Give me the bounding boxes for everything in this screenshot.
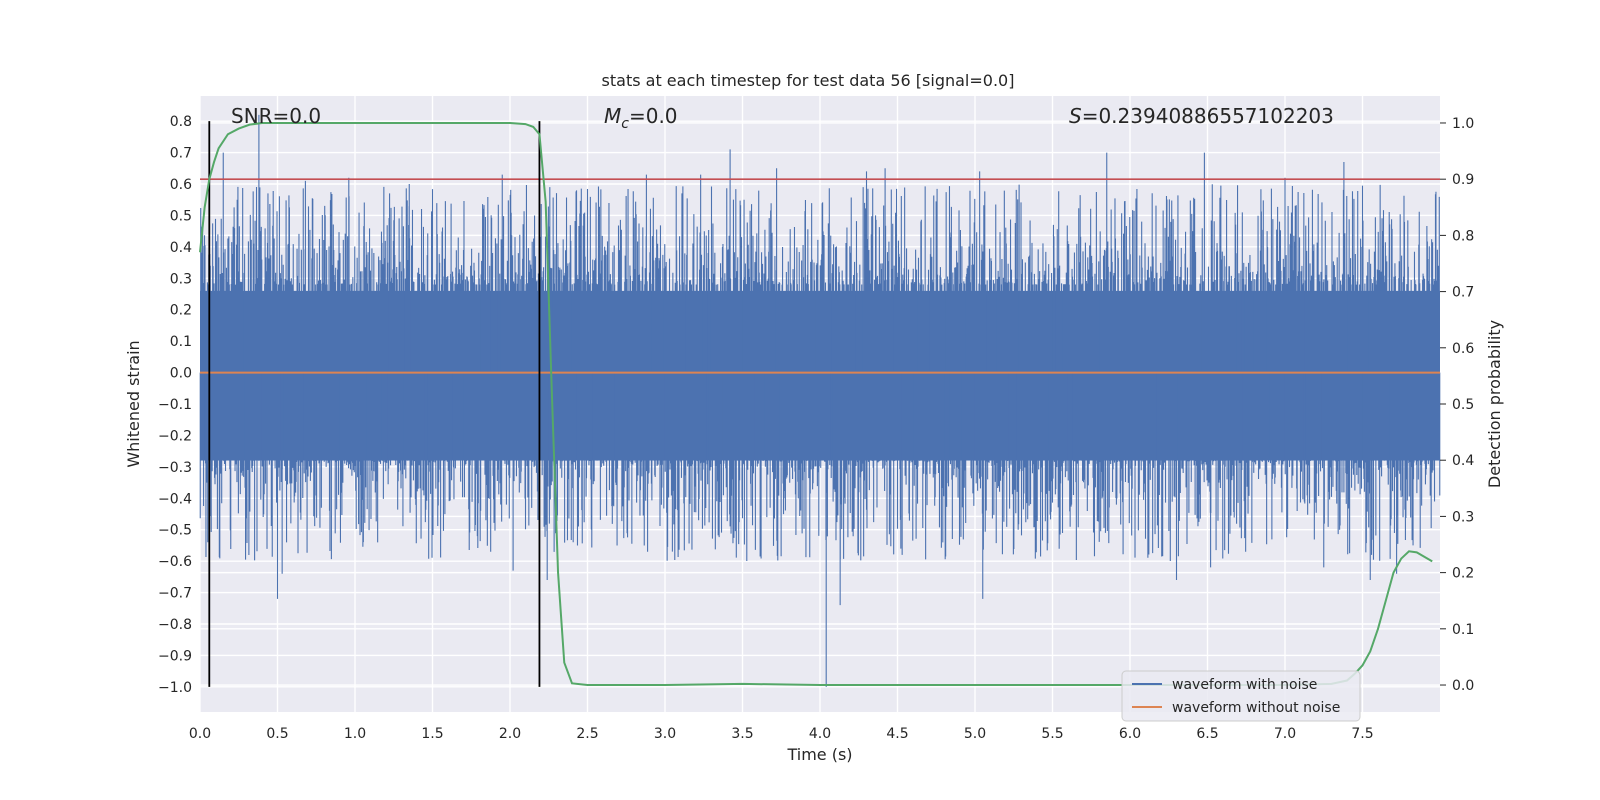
x-tick-label: 5.0	[964, 726, 986, 742]
y2-tick-label: 0.1	[1452, 622, 1474, 638]
x-tick-label: 1.5	[421, 726, 443, 742]
chart-title: stats at each timestep for test data 56 …	[602, 71, 1015, 90]
waveform-with-noise-line	[199, 114, 1441, 687]
y-tick-label: −0.8	[158, 617, 192, 633]
y-tick-label: 0.3	[170, 271, 192, 287]
y2-tick-label: 0.2	[1452, 566, 1474, 582]
x-tick-label: 5.5	[1041, 726, 1063, 742]
x-tick-label: 0.5	[266, 726, 288, 742]
y-axis-right: 1.0 0.9 0.8 0.7 0.6 0.5 0.4 0.3 0.2 0.1 0.0	[1440, 116, 1474, 694]
s-symbol: S	[1069, 104, 1082, 128]
x-tick-label: 1.0	[344, 726, 366, 742]
x-tick-label: 4.5	[886, 726, 908, 742]
snr-annotation: SNR=0.0	[231, 104, 321, 128]
overlay-lines	[199, 121, 1440, 687]
y-tick-label: −0.1	[158, 397, 192, 413]
y-tick-label: −1.0	[158, 680, 192, 696]
y-tick-label: 0.2	[170, 303, 192, 319]
x-axis-label: Time (s)	[786, 745, 852, 764]
y2-tick-label: 0.7	[1452, 285, 1474, 301]
y2-tick-label: 0.3	[1452, 509, 1474, 525]
detection-probability-line	[199, 121, 1433, 687]
y2-tick-label: 0.9	[1452, 172, 1474, 188]
x-tick-label: 7.5	[1351, 726, 1373, 742]
mc-symbol: M	[604, 104, 621, 128]
y-tick-label: 0.1	[170, 334, 192, 350]
y-tick-label: −0.7	[158, 586, 192, 602]
x-tick-label: 6.0	[1119, 726, 1141, 742]
y-tick-label: −0.2	[158, 428, 192, 444]
x-tick-label: 2.5	[576, 726, 598, 742]
y2-tick-label: 0.8	[1452, 228, 1474, 244]
x-tick-label: 7.0	[1274, 726, 1296, 742]
y2-tick-label: 0.5	[1452, 397, 1474, 413]
y-tick-label: −0.3	[158, 460, 192, 476]
x-axis: 0.0 0.5 1.0 1.5 2.0 2.5 3.0 3.5 4.0 4.5 5.0 5.5 6.0 6…	[189, 726, 1374, 742]
y-tick-label: −0.6	[158, 554, 192, 570]
x-tick-label: 6.5	[1196, 726, 1218, 742]
y-tick-label: 0.4	[170, 240, 192, 256]
noise-series	[199, 114, 1441, 687]
y-tick-label: 0.0	[170, 366, 192, 382]
y2-tick-label: 1.0	[1452, 116, 1474, 132]
x-tick-label: 4.0	[809, 726, 831, 742]
y2-tick-label: 0.4	[1452, 453, 1474, 469]
y-tick-label: −0.5	[158, 523, 192, 539]
x-tick-label: 0.0	[189, 726, 211, 742]
x-tick-label: 3.5	[731, 726, 753, 742]
s-value: =0.23940886557102203	[1082, 104, 1334, 128]
legend: waveform with noise waveform without noi…	[1121, 670, 1361, 722]
y-tick-label: 0.5	[170, 208, 192, 224]
x-tick-label: 2.0	[499, 726, 521, 742]
mc-annotation: Mc=0.0	[604, 104, 678, 132]
y-tick-label: 0.6	[170, 177, 192, 193]
y2-tick-label: 0.0	[1452, 678, 1474, 694]
y-tick-label: −0.4	[158, 491, 192, 507]
mc-subscript: c	[621, 116, 629, 132]
y-tick-label: −0.9	[158, 648, 192, 664]
y-tick-label: 0.7	[170, 146, 192, 162]
legend-label-noise: waveform with noise	[1172, 677, 1317, 693]
y-axis-left: 0.8 0.7 0.6 0.5 0.4 0.3 0.2 0.1 0.0 −0.1 −0.2 −0.3 −…	[158, 114, 192, 696]
legend-label-clean: waveform without noise	[1172, 700, 1340, 716]
s-annotation: S=0.23940886557102203	[1069, 104, 1334, 128]
y-tick-label: 0.8	[170, 114, 192, 130]
y2-axis-label: Detection probability	[1485, 320, 1504, 488]
y-axis-label: Whitened strain	[124, 340, 143, 467]
legend-box	[1121, 670, 1361, 722]
y2-tick-label: 0.6	[1452, 341, 1474, 357]
mc-value: =0.0	[629, 104, 678, 128]
x-tick-label: 3.0	[654, 726, 676, 742]
